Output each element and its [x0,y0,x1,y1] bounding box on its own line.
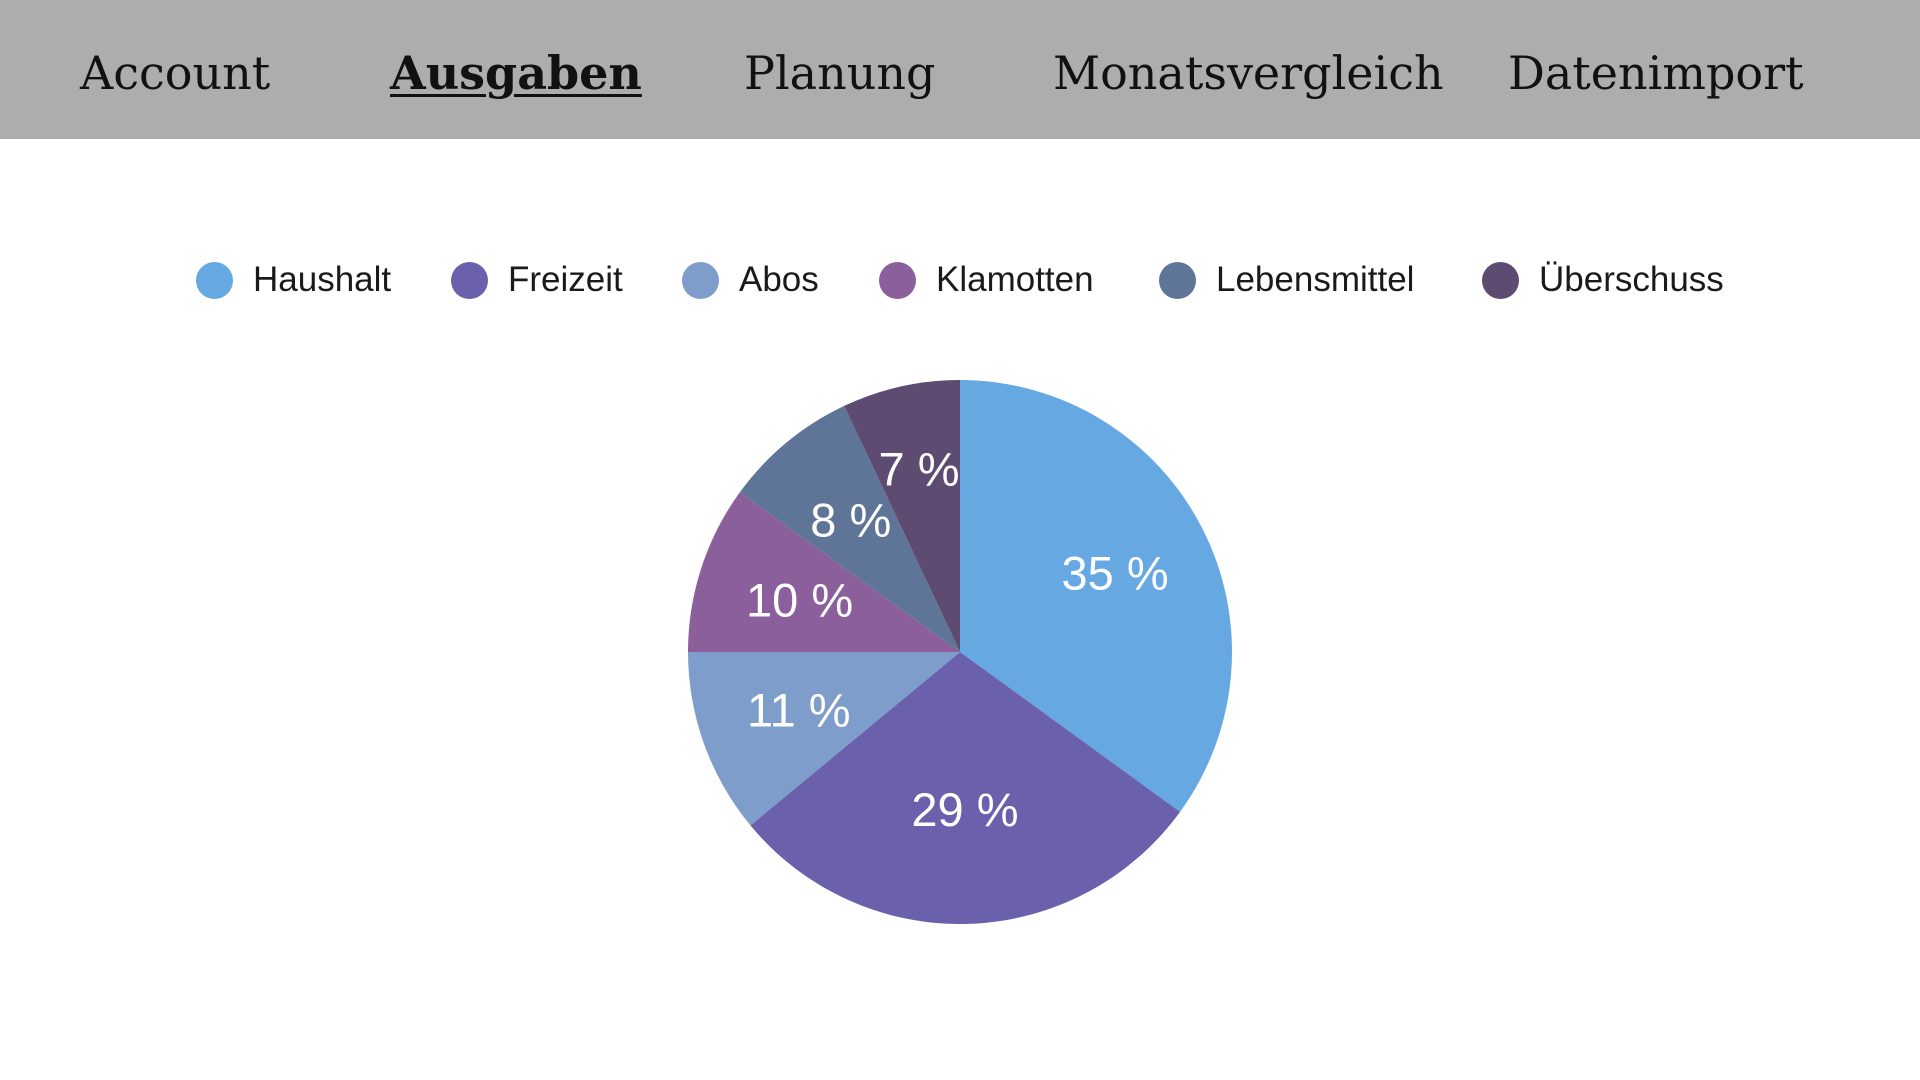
nav-tab-monatsvergleich[interactable]: Monatsvergleich [1053,46,1444,100]
pie-slice-label-freizeit: 29 % [911,783,1018,836]
pie-slice-label-haushalt: 35 % [1062,546,1169,599]
nav-tab-account[interactable]: Account [80,46,271,100]
pie-slice-label-lebensmittel: 8 % [810,493,891,546]
pie-slice-label-ueberschuss: 7 % [879,442,960,495]
pie-slice-abos [688,652,960,826]
pie-slice-label-abos: 11 % [747,684,851,737]
nav-tab-ausgaben[interactable]: Ausgaben [390,46,642,100]
pie-slice-haushalt [960,380,1233,812]
pie-slice-ueberschuss [844,380,960,652]
pie-slice-lebensmittel [739,405,960,652]
pie-slice-freizeit [750,652,1181,925]
pie-slice-klamotten [688,492,960,652]
top-navigation-bar: Account Ausgaben Planung Monatsvergleich… [0,0,1920,139]
nav-tab-planung[interactable]: Planung [744,46,936,100]
nav-tab-datenimport[interactable]: Datenimport [1508,46,1804,100]
pie-slice-label-klamotten: 10 % [746,573,853,626]
